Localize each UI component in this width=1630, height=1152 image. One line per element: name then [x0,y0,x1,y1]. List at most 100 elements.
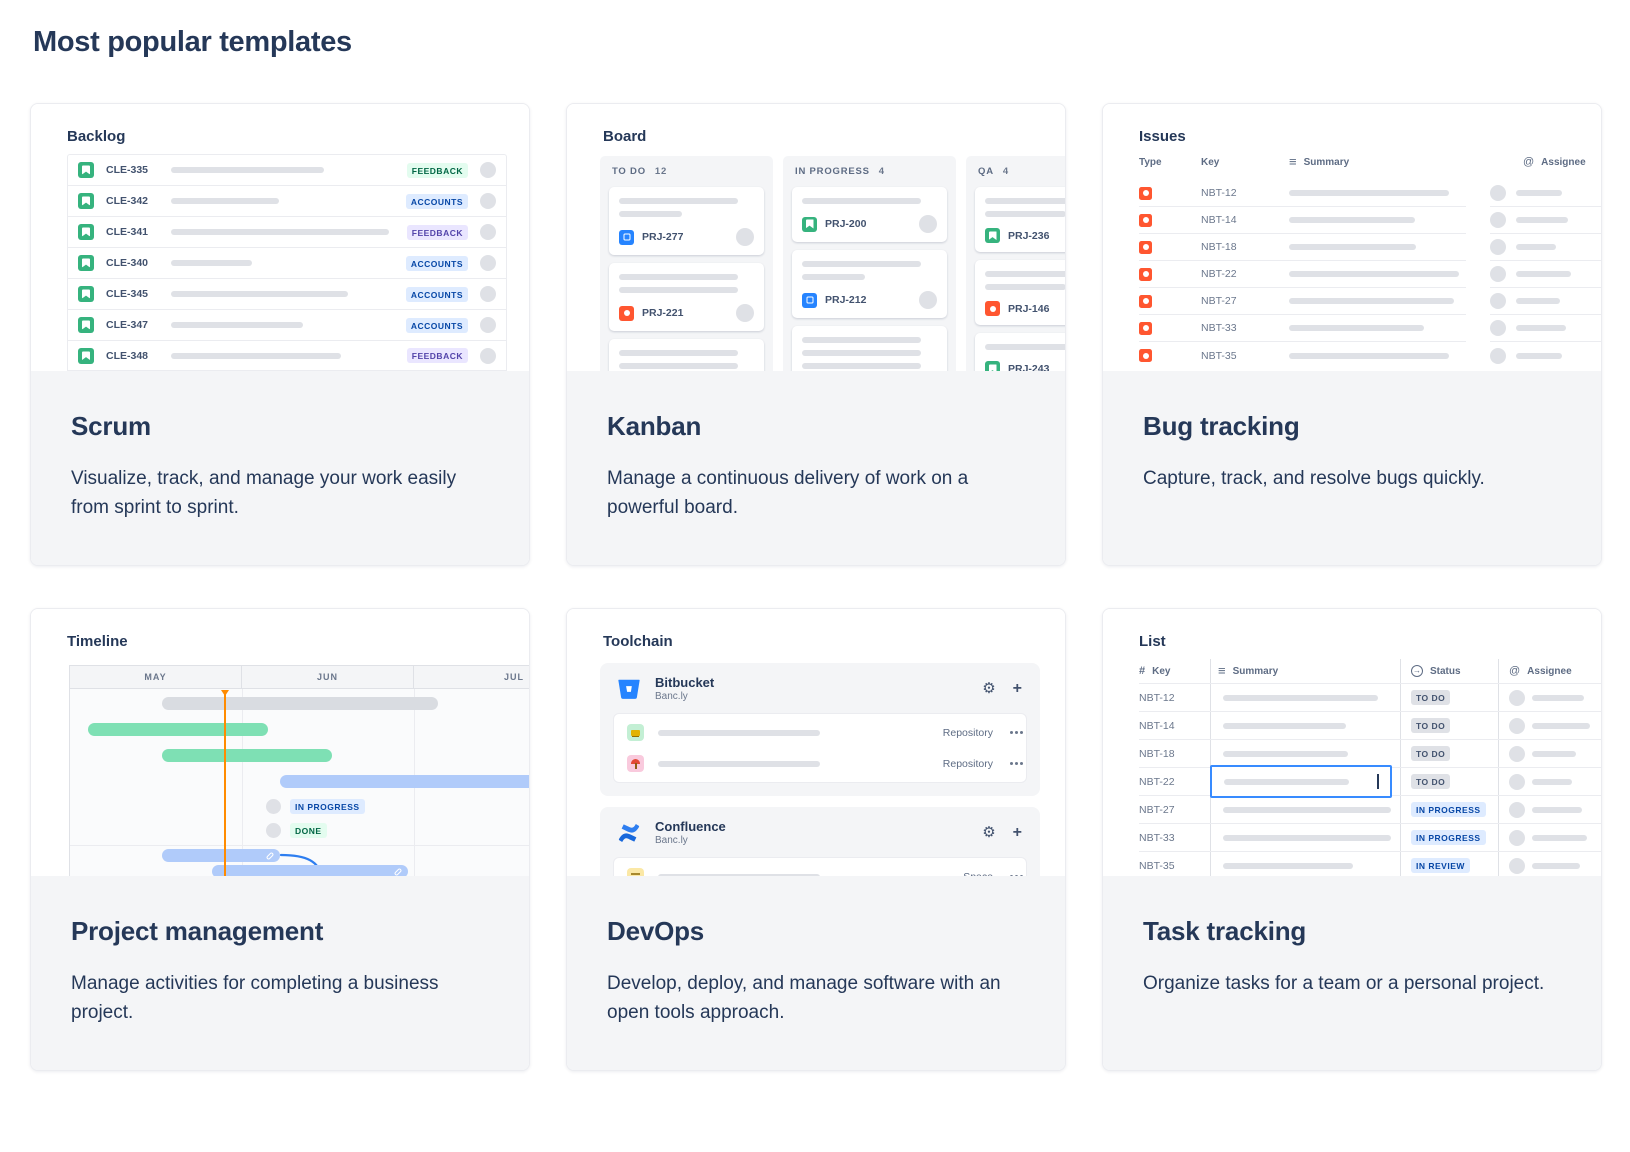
placeholder-bar [1532,694,1584,701]
column-name: TO DO [612,166,646,177]
bug-icon [1139,321,1152,335]
placeholder-bar [1515,217,1568,223]
placeholder-bar [1515,244,1556,250]
more-icon[interactable] [1010,762,1013,765]
placeholder-bar [619,287,738,293]
placeholder-bar [1223,862,1353,869]
bug-icon [1139,267,1152,281]
gantt-bar [162,749,332,762]
avatar [266,799,281,814]
story-icon [985,361,1000,371]
placeholder-bar [1223,834,1391,841]
summary-edit-cell[interactable] [1210,765,1392,798]
row-divider [70,845,529,846]
more-icon[interactable] [1010,731,1013,734]
placeholder-bar [1515,298,1560,304]
issue-key: NBT-27 [1139,803,1175,816]
template-description: Develop, deploy, and manage software wit… [607,973,1001,1024]
avatar [1489,239,1506,255]
placeholder-bar [171,291,348,297]
board-columns: TO DO 12 PRJ-277 PRJ-221 [600,156,1065,371]
placeholder-bar [1289,352,1449,359]
kanban-preview: Board TO DO 12 PRJ-277 PRJ-221 [567,104,1065,371]
status-badge: IN PROGRESS [1411,802,1486,817]
avatar [1509,745,1525,762]
story-icon [985,228,1000,243]
tool-panel: Space [613,857,1027,876]
issue-key: NBT-22 [1139,775,1175,788]
placeholder-bar [802,261,921,267]
issue-key: CLE-342 [106,195,149,207]
gantt-bar [280,775,529,788]
template-card-scrum[interactable]: Backlog CLE-335 FEEDBACK CLE-342 ACCOUNT… [30,103,530,566]
add-tool-icon[interactable]: + [1012,679,1022,697]
tool-header: Bitbucket Banc.ly ⚙ + [600,663,1040,711]
preview-title: Board [603,128,647,145]
month-label: JUL [503,672,524,682]
placeholder-bar [1289,298,1454,304]
issue-row: NBT-27 [1139,288,1601,315]
gantt-bar [212,865,408,876]
gantt-bar [162,849,280,862]
bug-icon [1139,213,1152,227]
column-name: IN PROGRESS [795,166,870,177]
template-title: DevOps [607,916,705,946]
story-icon [78,193,94,209]
placeholder-bar [1224,778,1349,785]
column-assignee: Assignee [1527,665,1572,677]
placeholder-bar [985,211,1065,217]
issues-rows: NBT-12 NBT-14 NBT-18 NBT-22 NBT-27 [1139,180,1601,369]
dependency-connector [279,853,323,876]
timeline-preview: Timeline MAY JUN JUL IN PROGRESS [31,609,529,876]
tool-org: Banc.ly [655,691,688,702]
settings-gear-icon[interactable]: ⚙ [982,824,996,841]
tool-panel: Repository Repository [613,713,1027,783]
board-card: PRJ-212 [792,250,947,318]
more-icon[interactable] [1010,875,1013,876]
list-row: NBT-22 TO DO [1139,765,1601,798]
avatar [480,286,496,302]
add-tool-icon[interactable]: + [1012,823,1022,841]
bug-icon [1139,240,1152,254]
issue-key: NBT-14 [1201,214,1237,226]
placeholder-bar [1515,352,1562,359]
template-card-kanban[interactable]: Board TO DO 12 PRJ-277 PRJ-221 [566,103,1066,566]
story-icon [78,255,94,271]
template-card-project-management[interactable]: Timeline MAY JUN JUL IN PROGRESS [30,608,530,1071]
month-label: JUN [242,666,414,688]
page-title: Most popular templates [33,26,352,58]
template-card-bug-tracking[interactable]: Issues Type Key ≡ Summary @ Assignee NBT-1… [1102,103,1602,566]
template-card-devops[interactable]: Toolchain Bitbucket Banc.ly ⚙ + [566,608,1066,1071]
list-preview: List # Key ≡ Summary → Status @ Assignee NBT… [1103,609,1601,876]
board-card: PRJ-213 [792,326,947,371]
placeholder-bar [171,322,303,328]
placeholder-bar [1223,694,1378,701]
template-description: Manage activities for completing a busin… [71,973,439,1024]
placeholder-bar [658,873,820,876]
column-summary: Summary [1232,665,1279,677]
issue-key: NBT-22 [1201,268,1237,280]
issue-key: NBT-14 [1139,719,1175,732]
settings-gear-icon[interactable]: ⚙ [982,680,996,697]
gantt-chart: MAY JUN JUL IN PROGRESS [69,665,529,876]
preview-title: List [1139,633,1166,650]
board-card: PRJ-146 [975,260,1065,325]
toolchain-preview: Toolchain Bitbucket Banc.ly ⚙ + [567,609,1065,876]
preview-title: Backlog [67,128,126,145]
status-badge: TO DO [1411,774,1451,789]
status-badge: DONE [290,823,327,838]
confluence-logo-icon [616,820,642,846]
issue-key: PRJ-221 [642,307,684,319]
status-badge: IN PROGRESS [290,799,365,814]
row-type-label: Repository [942,757,993,770]
board-column-qa: QA 4 PRJ-236 PRJ-146 PRJ-243 [966,156,1065,371]
tool-header: Confluence Banc.ly ⚙ + [600,807,1040,855]
placeholder-bar [1532,834,1587,841]
column-type: Type [1139,156,1162,168]
template-card-task-tracking[interactable]: List # Key ≡ Summary → Status @ Assignee NBT… [1102,608,1602,1071]
tool-name: Confluence [655,819,726,834]
template-title: Bug tracking [1143,411,1300,441]
issues-table-header: Type Key ≡ Summary @ Assignee [1139,154,1586,169]
gantt-body: IN PROGRESS DONE [70,689,529,876]
story-icon [78,286,94,302]
